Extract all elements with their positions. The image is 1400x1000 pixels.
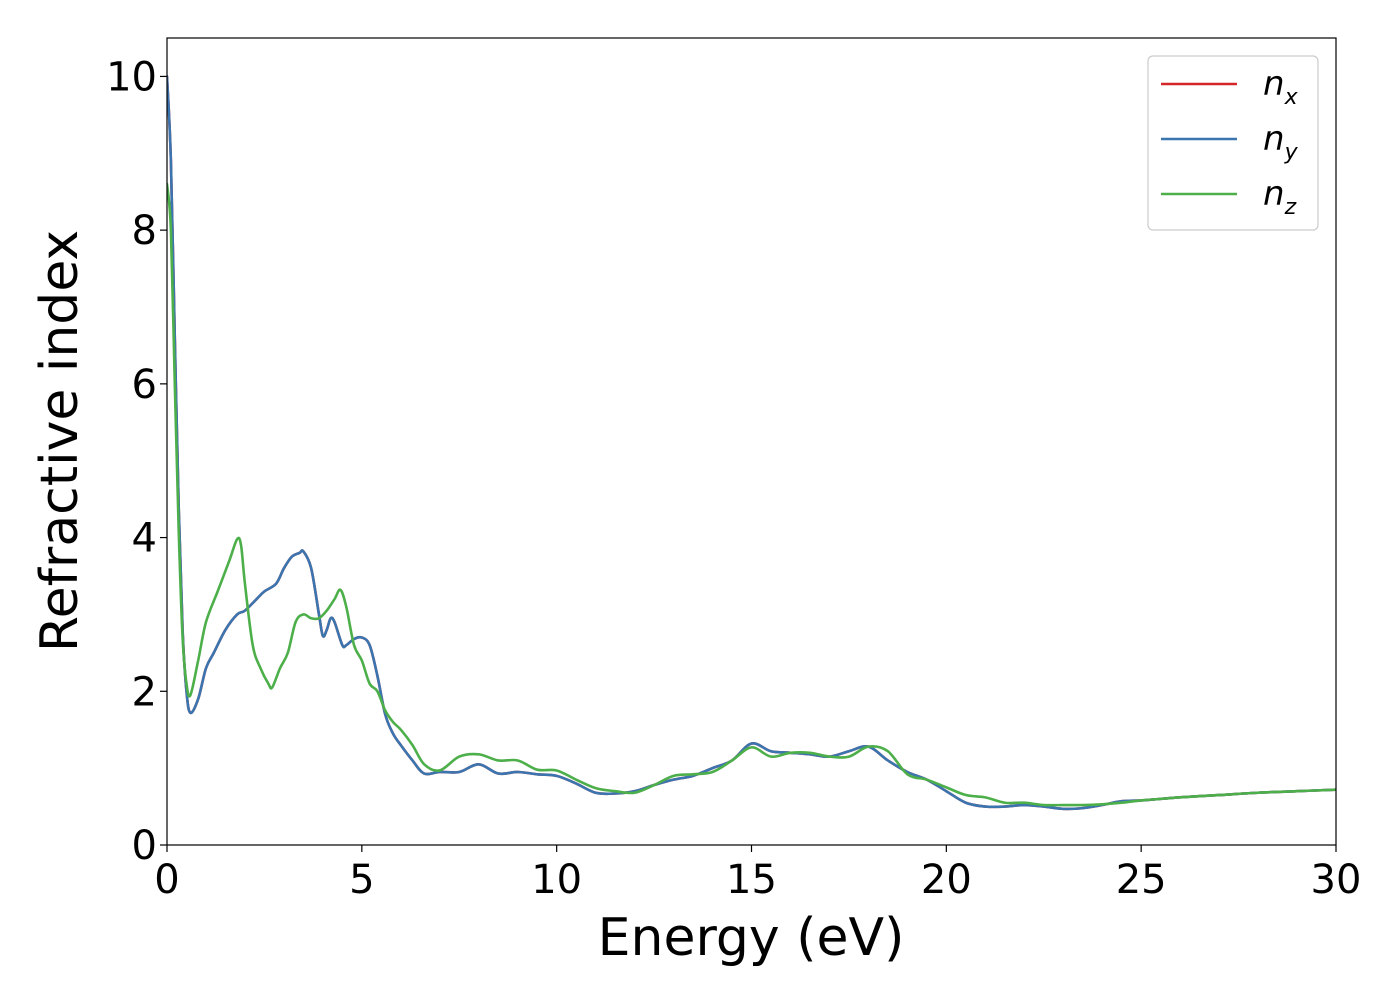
- x-tick-label: 15: [726, 857, 777, 903]
- y-axis-ticks: 0 2 4 6 8 10: [106, 54, 167, 869]
- y-tick-label: 0: [132, 823, 157, 869]
- x-tick-label: 25: [1116, 857, 1167, 903]
- legend-label-ny: ny: [1263, 119, 1299, 165]
- x-tick-label: 5: [349, 857, 374, 903]
- y-tick-label: 8: [132, 208, 157, 254]
- legend: nx ny nz: [1147, 55, 1319, 231]
- x-tick-label: 10: [531, 857, 582, 903]
- series-layer: [167, 75, 1336, 811]
- x-axis-ticks: 0 5 10 15 20 25 30: [154, 845, 1361, 903]
- y-tick-label: 4: [132, 516, 157, 562]
- x-tick-label: 30: [1311, 857, 1362, 903]
- legend-box: [1147, 55, 1319, 231]
- x-tick-label: 20: [921, 857, 972, 903]
- series-line-n-y: [167, 75, 1336, 811]
- x-tick-label: 0: [154, 857, 179, 903]
- y-tick-label: 10: [106, 54, 157, 100]
- y-tick-label: 6: [132, 362, 157, 408]
- y-tick-label: 2: [132, 669, 157, 715]
- series-line-n-z: [167, 182, 1336, 807]
- legend-label-nx: nx: [1263, 64, 1299, 110]
- legend-label-nz: nz: [1263, 174, 1297, 220]
- x-axis-label: Energy (eV): [598, 908, 905, 968]
- y-axis-label: Refractive index: [30, 230, 90, 652]
